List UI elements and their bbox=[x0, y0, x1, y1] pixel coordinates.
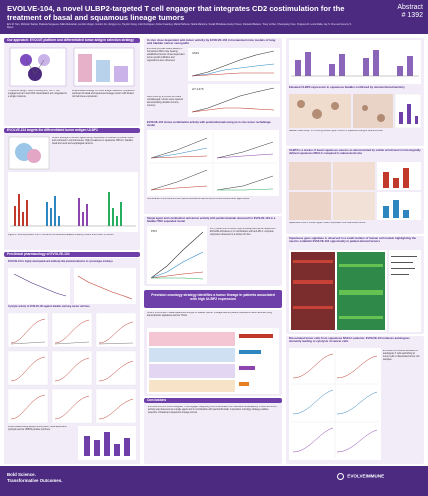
ulbp2-heading: EVOLVE-104 targets the differentiated tu… bbox=[4, 128, 140, 133]
invivo-text: EVOLVE-104 was dosed weekly in humanized… bbox=[147, 48, 185, 62]
lung-chart-label: A549 bbox=[192, 51, 199, 55]
conclusions-heading: Conclusions bbox=[144, 398, 282, 403]
tri-specific-diagram bbox=[9, 47, 67, 87]
pdx-chart-label: PDX bbox=[151, 229, 157, 233]
logo-mark-icon bbox=[337, 473, 344, 480]
pdx-text: PDX model from a ULBP2 high urothelial c… bbox=[210, 228, 276, 236]
cytolysis-title: Cytolytic activity of EVOLVE-104 against… bbox=[8, 306, 90, 308]
invivo-heading: In vivo dose dependent anti-tumor activi… bbox=[147, 38, 276, 46]
evolveimmune-logo: EVOLVEIMMUNE bbox=[337, 473, 421, 480]
approach-heading: Our approach: EVOLVE platform and differ… bbox=[4, 38, 140, 43]
pembro-caption: Combination of EVOLVE-104 with pembroliz… bbox=[147, 198, 250, 200]
abstract-badge: Abstract # 1392 bbox=[371, 4, 423, 20]
elevated-heading: Elevated ULBP2 expression in squamous bl… bbox=[289, 85, 405, 89]
invivo-text-2: Mice cured by EVOLVE-104 were rechalleng… bbox=[147, 96, 183, 107]
ulbp2-expression-plots bbox=[8, 172, 138, 232]
footer-tagline-2: Transformative Outcomes. bbox=[7, 477, 63, 483]
cytolysis-summary-chart bbox=[78, 426, 136, 460]
ulbp2-bullets: ULBP2 belongs to NKG2D ligand family; ex… bbox=[52, 137, 134, 145]
footer-tagline: Bold Science. Transformative Outcomes. bbox=[7, 472, 62, 483]
ihc-tissue-images bbox=[289, 94, 421, 128]
dissociated-caption: EVOLVE-104 induced activation of autolog… bbox=[383, 350, 420, 361]
elevated-caption: Bladder tissue array: IHC scoring shows … bbox=[289, 130, 384, 132]
conclusions-panel bbox=[144, 398, 282, 464]
pk-charts bbox=[8, 268, 136, 304]
approach-right-text: Differentiated strategy for tumor antige… bbox=[72, 90, 135, 98]
footer-banner bbox=[0, 466, 428, 496]
ulbp2-structure-image bbox=[8, 136, 50, 170]
footer-tagline-1: Bold Science. bbox=[7, 472, 36, 477]
pembro-combination-charts bbox=[147, 130, 279, 196]
pdx-chart: PDX bbox=[147, 226, 207, 284]
cell-line-heatmap bbox=[289, 250, 421, 332]
approach-left-text: Tri-specific design: ULBP2 binding arm, … bbox=[8, 90, 67, 98]
precision-heading: Precision oncology strategy identifies a… bbox=[151, 293, 275, 302]
pdx-heading: Single agent and combination anti-tumor … bbox=[147, 217, 276, 224]
abstract-number: # 1392 bbox=[401, 12, 423, 19]
bladder-chart-label: HT-1376 bbox=[192, 87, 204, 91]
cytolysis-caption: PBMC-based killing assays show potent, d… bbox=[8, 426, 67, 431]
lineage-heatmap bbox=[147, 328, 279, 394]
pk-title: EVOLVE-104 is highly developable and ant… bbox=[8, 261, 113, 263]
author-list: Eric M. Tam, Mohosin Sarkar, Khaleda Ser… bbox=[7, 23, 352, 29]
dissociated-charts bbox=[289, 348, 381, 460]
pharmacology-heading: Preclinical pharmacology of EVOLVE-104 bbox=[4, 252, 140, 257]
header-banner bbox=[0, 0, 428, 34]
ulbp2-caption: Figure 2: RNA expression from TCGA and n… bbox=[8, 234, 115, 236]
precision-banner bbox=[144, 290, 282, 308]
precision-text: ULBP2 is enriched in basal squamous subt… bbox=[147, 312, 273, 317]
squamous-signature-heading: Squamous gene signature is observed in a… bbox=[289, 236, 416, 244]
marker-heading: ULBP2 is a marker of basal squamous canc… bbox=[289, 149, 421, 156]
conclusions-text: EVOLVE-104 is a ULBP2-targeted T cell en… bbox=[148, 406, 277, 414]
pembro-heading: EVOLVE-104 shows combination activity wi… bbox=[147, 121, 271, 128]
abstract-label: Abstract bbox=[397, 4, 423, 11]
antigen-selection-diagram bbox=[73, 47, 135, 87]
invivo-tumor-growth-charts: A549 HT-1376 bbox=[188, 48, 280, 117]
poster-title: EVOLVE-104, a novel ULBP2-targeted T cel… bbox=[7, 4, 345, 22]
ulbp2-ihc-boxplots bbox=[289, 40, 421, 84]
cytolysis-curve-grid bbox=[8, 313, 136, 423]
marker-caption: Squamous NSCLC shows higher ULBP2 expres… bbox=[289, 222, 366, 224]
logo-text: EVOLVEIMMUNE bbox=[347, 473, 385, 479]
dissociated-heading: Dissociated tumor cells from squamous NS… bbox=[289, 336, 410, 344]
nsclc-comparison-images bbox=[289, 162, 421, 220]
